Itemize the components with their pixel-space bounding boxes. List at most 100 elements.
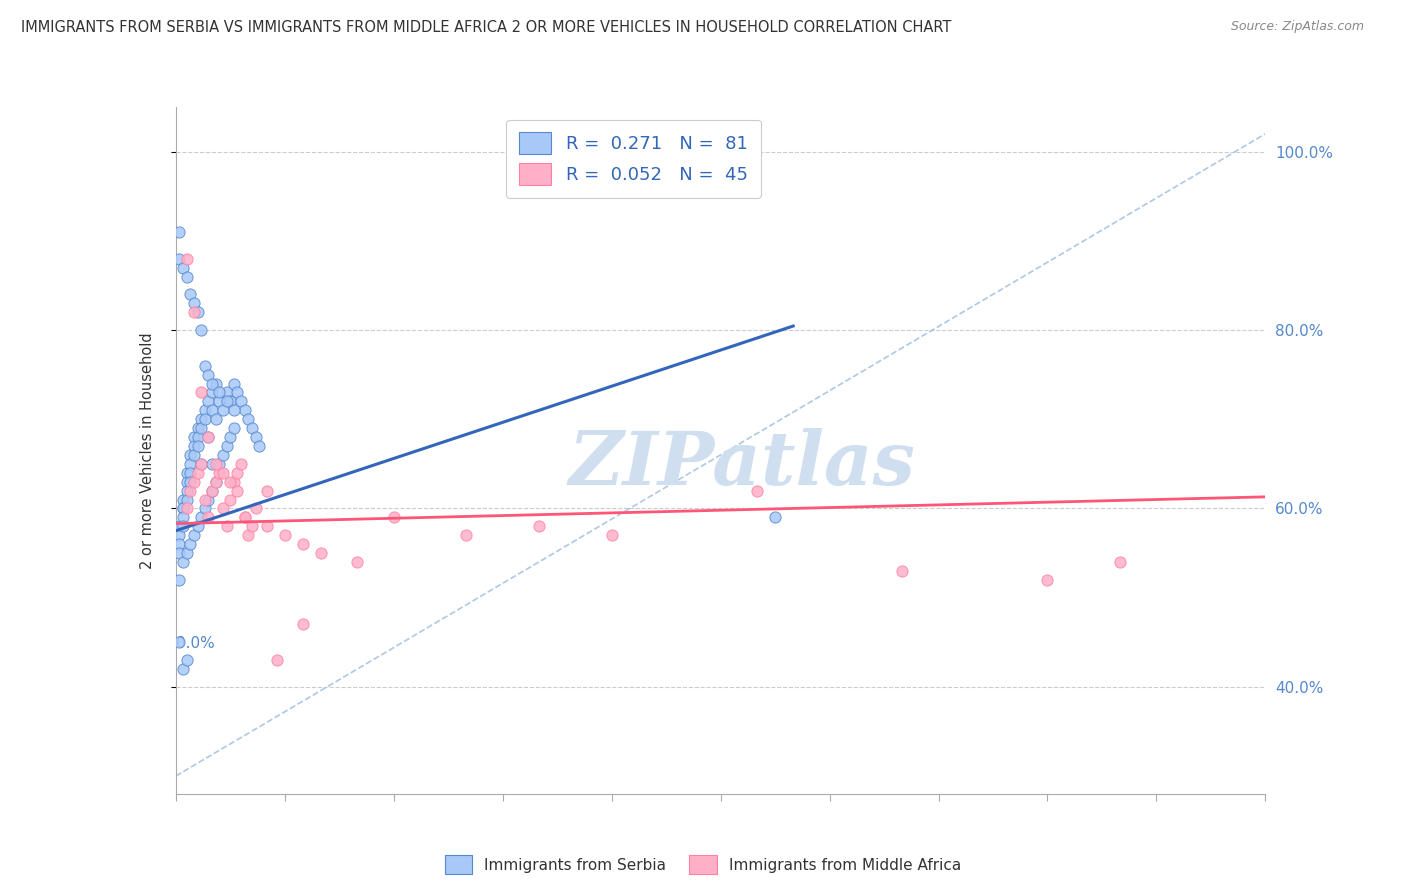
Point xyxy=(179,475,201,489)
Point xyxy=(194,501,217,516)
Point xyxy=(186,439,209,453)
Point xyxy=(212,448,235,462)
Point xyxy=(190,510,212,524)
Point xyxy=(179,537,201,551)
Point xyxy=(169,252,191,266)
Point xyxy=(201,385,224,400)
Point xyxy=(527,519,550,533)
Point xyxy=(1036,573,1059,587)
Point xyxy=(201,483,224,498)
Point xyxy=(226,385,249,400)
Point xyxy=(215,519,238,533)
Point xyxy=(219,492,242,507)
Point xyxy=(208,466,231,480)
Point xyxy=(190,421,212,435)
Point xyxy=(309,546,332,560)
Point xyxy=(169,537,191,551)
Point xyxy=(226,483,249,498)
Point xyxy=(204,457,226,471)
Point xyxy=(233,510,256,524)
Point xyxy=(176,492,198,507)
Point xyxy=(186,466,209,480)
Point xyxy=(194,492,217,507)
Point xyxy=(208,457,231,471)
Point xyxy=(240,421,263,435)
Point xyxy=(222,421,245,435)
Point xyxy=(190,457,212,471)
Point xyxy=(183,296,205,310)
Point xyxy=(201,457,224,471)
Text: Source: ZipAtlas.com: Source: ZipAtlas.com xyxy=(1230,20,1364,33)
Point xyxy=(197,430,219,444)
Point xyxy=(194,359,217,373)
Point xyxy=(176,483,198,498)
Point xyxy=(245,430,267,444)
Point xyxy=(212,501,235,516)
Point xyxy=(256,483,278,498)
Point xyxy=(219,475,242,489)
Point xyxy=(197,492,219,507)
Point xyxy=(197,394,219,409)
Legend: Immigrants from Serbia, Immigrants from Middle Africa: Immigrants from Serbia, Immigrants from … xyxy=(439,849,967,880)
Point xyxy=(238,412,260,426)
Point xyxy=(208,385,231,400)
Point xyxy=(233,510,256,524)
Point xyxy=(179,457,201,471)
Point xyxy=(291,537,314,551)
Point xyxy=(600,528,623,542)
Point xyxy=(169,635,191,649)
Point xyxy=(204,475,226,489)
Point xyxy=(215,385,238,400)
Point xyxy=(197,510,219,524)
Point xyxy=(190,412,212,426)
Point xyxy=(179,466,201,480)
Point xyxy=(172,519,194,533)
Point xyxy=(186,519,209,533)
Point xyxy=(1109,555,1132,569)
Point xyxy=(891,564,914,578)
Point xyxy=(208,394,231,409)
Point xyxy=(172,501,194,516)
Point xyxy=(382,510,405,524)
Point xyxy=(197,430,219,444)
Point xyxy=(183,430,205,444)
Point xyxy=(247,439,270,453)
Point xyxy=(169,225,191,239)
Point xyxy=(186,430,209,444)
Point xyxy=(201,403,224,417)
Point xyxy=(219,430,242,444)
Point xyxy=(186,305,209,319)
Point xyxy=(274,528,297,542)
Point xyxy=(179,483,201,498)
Point xyxy=(763,510,786,524)
Point xyxy=(169,519,191,533)
Point xyxy=(176,475,198,489)
Point xyxy=(169,573,191,587)
Point xyxy=(215,394,238,409)
Point xyxy=(176,466,198,480)
Point xyxy=(226,466,249,480)
Point xyxy=(172,662,194,676)
Point xyxy=(172,510,194,524)
Text: IMMIGRANTS FROM SERBIA VS IMMIGRANTS FROM MIDDLE AFRICA 2 OR MORE VEHICLES IN HO: IMMIGRANTS FROM SERBIA VS IMMIGRANTS FRO… xyxy=(21,20,952,35)
Point xyxy=(172,492,194,507)
Point xyxy=(291,617,314,632)
Point xyxy=(456,528,478,542)
Text: ZIPatlas: ZIPatlas xyxy=(569,428,915,500)
Point xyxy=(212,403,235,417)
Point xyxy=(179,287,201,301)
Point xyxy=(169,546,191,560)
Point xyxy=(179,448,201,462)
Point xyxy=(231,394,253,409)
Point xyxy=(245,501,267,516)
Point xyxy=(256,519,278,533)
Point xyxy=(222,403,245,417)
Point xyxy=(219,394,242,409)
Legend: R =  0.271   N =  81, R =  0.052   N =  45: R = 0.271 N = 81, R = 0.052 N = 45 xyxy=(506,120,761,198)
Point xyxy=(176,501,198,516)
Point xyxy=(212,466,235,480)
Point xyxy=(186,421,209,435)
Point xyxy=(169,528,191,542)
Point xyxy=(204,376,226,391)
Point xyxy=(172,555,194,569)
